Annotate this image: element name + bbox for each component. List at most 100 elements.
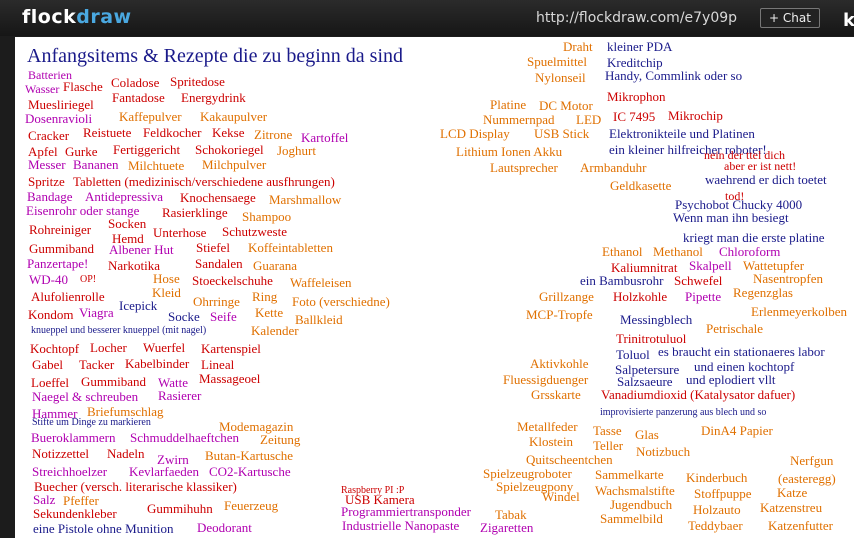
- board-word[interactable]: Holzkohle: [613, 289, 668, 304]
- board-word[interactable]: Grsskarte: [531, 387, 581, 402]
- board-word[interactable]: Fertiggericht: [113, 142, 181, 157]
- board-word[interactable]: Vanadiumdioxid (Katalysator dafuer): [601, 387, 796, 402]
- board-word[interactable]: MCP-Tropfe: [526, 307, 593, 322]
- board-word[interactable]: Rasierer: [158, 388, 202, 403]
- board-word[interactable]: Seife: [210, 309, 237, 324]
- board-word[interactable]: Zigaretten: [480, 520, 534, 535]
- flockdraw-logo[interactable]: flockdraw: [22, 6, 132, 28]
- board-word[interactable]: Nasentropfen: [753, 271, 824, 286]
- board-word[interactable]: Notizbuch: [636, 444, 691, 459]
- board-word[interactable]: Kartenspiel: [201, 341, 261, 356]
- board-word[interactable]: Geldkasette: [610, 178, 672, 193]
- board-word[interactable]: Glas: [635, 427, 659, 442]
- board-word[interactable]: Kakaupulver: [200, 109, 268, 124]
- board-word[interactable]: ein Bambusrohr: [580, 273, 664, 288]
- board-word[interactable]: Feuerzeug: [224, 498, 279, 513]
- board-word[interactable]: Tasse: [593, 423, 622, 438]
- board-word[interactable]: Sammelbild: [600, 511, 663, 526]
- board-word[interactable]: Viagra: [79, 305, 114, 320]
- board-word[interactable]: Narkotika: [108, 258, 160, 273]
- board-word[interactable]: Kochtopf: [30, 341, 80, 356]
- board-word[interactable]: Milchtuete: [128, 158, 185, 173]
- board-word[interactable]: Gummiband: [81, 374, 146, 389]
- board-word[interactable]: Katze: [777, 485, 808, 500]
- board-word[interactable]: Quitscheentchen: [526, 452, 613, 467]
- board-word[interactable]: Apfel: [28, 144, 58, 159]
- board-word[interactable]: Industrielle Nanopaste: [342, 518, 460, 533]
- board-word[interactable]: Zitrone: [254, 127, 293, 142]
- board-word[interactable]: Stoeckelschuhe: [192, 273, 273, 288]
- board-word[interactable]: Spielzeugpony: [496, 479, 574, 494]
- board-word[interactable]: Kette: [255, 305, 284, 320]
- board-word[interactable]: Panzertape!: [27, 256, 89, 271]
- board-word[interactable]: Katzenstreu: [760, 500, 823, 515]
- board-word[interactable]: Gummiband: [29, 241, 94, 256]
- board-word[interactable]: Zeitung: [260, 432, 301, 447]
- board-word[interactable]: OP!: [80, 274, 97, 285]
- board-word[interactable]: waehrend er dich toetet: [705, 172, 827, 187]
- board-word[interactable]: Lautsprecher: [490, 160, 558, 175]
- board-word[interactable]: Coladose: [111, 75, 160, 90]
- board-word[interactable]: Messer: [28, 157, 66, 172]
- board-word[interactable]: Elektronikteile und Platinen: [609, 126, 755, 141]
- board-word[interactable]: Psychobot Chucky 4000: [675, 197, 803, 212]
- board-word[interactable]: Wuerfel: [143, 340, 186, 355]
- board-word[interactable]: Batterien: [28, 68, 72, 82]
- board-word[interactable]: Kreditchip: [607, 55, 663, 70]
- board-word[interactable]: Tacker: [79, 357, 115, 372]
- board-word[interactable]: Rasierklinge: [162, 205, 228, 220]
- board-word[interactable]: Dosenravioli: [25, 111, 93, 126]
- board-word[interactable]: Gummihuhn: [147, 501, 213, 516]
- board-word[interactable]: LCD Display: [440, 126, 510, 141]
- board-word[interactable]: Flasche: [63, 79, 103, 94]
- board-word[interactable]: ein kleiner hilfreicher roboter!: [609, 142, 767, 157]
- board-word[interactable]: Armbanduhr: [580, 160, 647, 175]
- board-word[interactable]: Loeffel: [31, 375, 70, 390]
- board-word[interactable]: Butan-Kartusche: [205, 448, 294, 463]
- board-word[interactable]: Stoffpuppe: [694, 486, 752, 501]
- board-word[interactable]: Muesliriegel: [28, 97, 94, 112]
- board-word[interactable]: Lineal: [201, 357, 235, 372]
- board-word[interactable]: Teddybaer: [688, 518, 743, 533]
- board-word[interactable]: Toluol: [616, 347, 650, 362]
- board-word[interactable]: Massageoel: [199, 371, 261, 386]
- board-word[interactable]: Albener Hut: [109, 242, 174, 257]
- board-word[interactable]: Spritze: [28, 174, 65, 189]
- board-word[interactable]: Regenzglas: [733, 285, 793, 300]
- board-word[interactable]: Antidepressiva: [85, 189, 163, 204]
- board-word[interactable]: Hemd: [112, 231, 144, 246]
- board-word[interactable]: Ohrringe: [193, 294, 240, 309]
- board-word[interactable]: Nummernpad: [483, 112, 555, 127]
- board-word[interactable]: Kondom: [28, 307, 74, 322]
- board-word[interactable]: Erlenmeyerkolben: [751, 304, 848, 319]
- board-word[interactable]: Icepick: [119, 298, 158, 313]
- board-word[interactable]: Aktivkohle: [530, 356, 589, 371]
- board-word[interactable]: Unterhose: [153, 225, 207, 240]
- board-word[interactable]: Kalender: [251, 323, 299, 338]
- board-word[interactable]: Chloroform: [719, 244, 781, 259]
- board-word[interactable]: Pfeffer: [63, 493, 99, 508]
- board-word[interactable]: Salzsaeure: [617, 374, 673, 389]
- board-word[interactable]: Nylonseil: [535, 70, 586, 85]
- board-word[interactable]: Spuelmittel: [527, 54, 587, 69]
- board-word[interactable]: Kartoffel: [301, 130, 349, 145]
- board-word[interactable]: Bandage: [27, 189, 73, 204]
- board-word[interactable]: Kaliumnitrat: [611, 260, 678, 275]
- board-word[interactable]: Katzenfutter: [768, 518, 833, 533]
- board-word[interactable]: Cracker: [28, 128, 70, 143]
- board-word[interactable]: Naegel & schreuben: [32, 389, 139, 404]
- board-word[interactable]: improvisierte panzerung aus blech und so: [600, 407, 767, 418]
- board-word[interactable]: Ethanol: [602, 244, 643, 259]
- board-word[interactable]: Modemagazin: [219, 419, 294, 434]
- board-word[interactable]: Socken: [108, 216, 147, 231]
- board-word[interactable]: Lithium Ionen Akku: [456, 144, 563, 159]
- board-word[interactable]: Gabel: [32, 357, 64, 372]
- board-word[interactable]: Jugendbuch: [610, 497, 673, 512]
- board-word[interactable]: Streichhoelzer: [32, 464, 108, 479]
- board-word[interactable]: aber er ist nett!: [724, 159, 797, 173]
- board-word[interactable]: Sekundenkleber: [33, 506, 117, 521]
- board-word[interactable]: Knochensaege: [180, 190, 256, 205]
- board-word[interactable]: Nadeln: [107, 446, 145, 461]
- board-word[interactable]: Holzauto: [693, 502, 741, 517]
- board-word[interactable]: Sandalen: [195, 256, 243, 271]
